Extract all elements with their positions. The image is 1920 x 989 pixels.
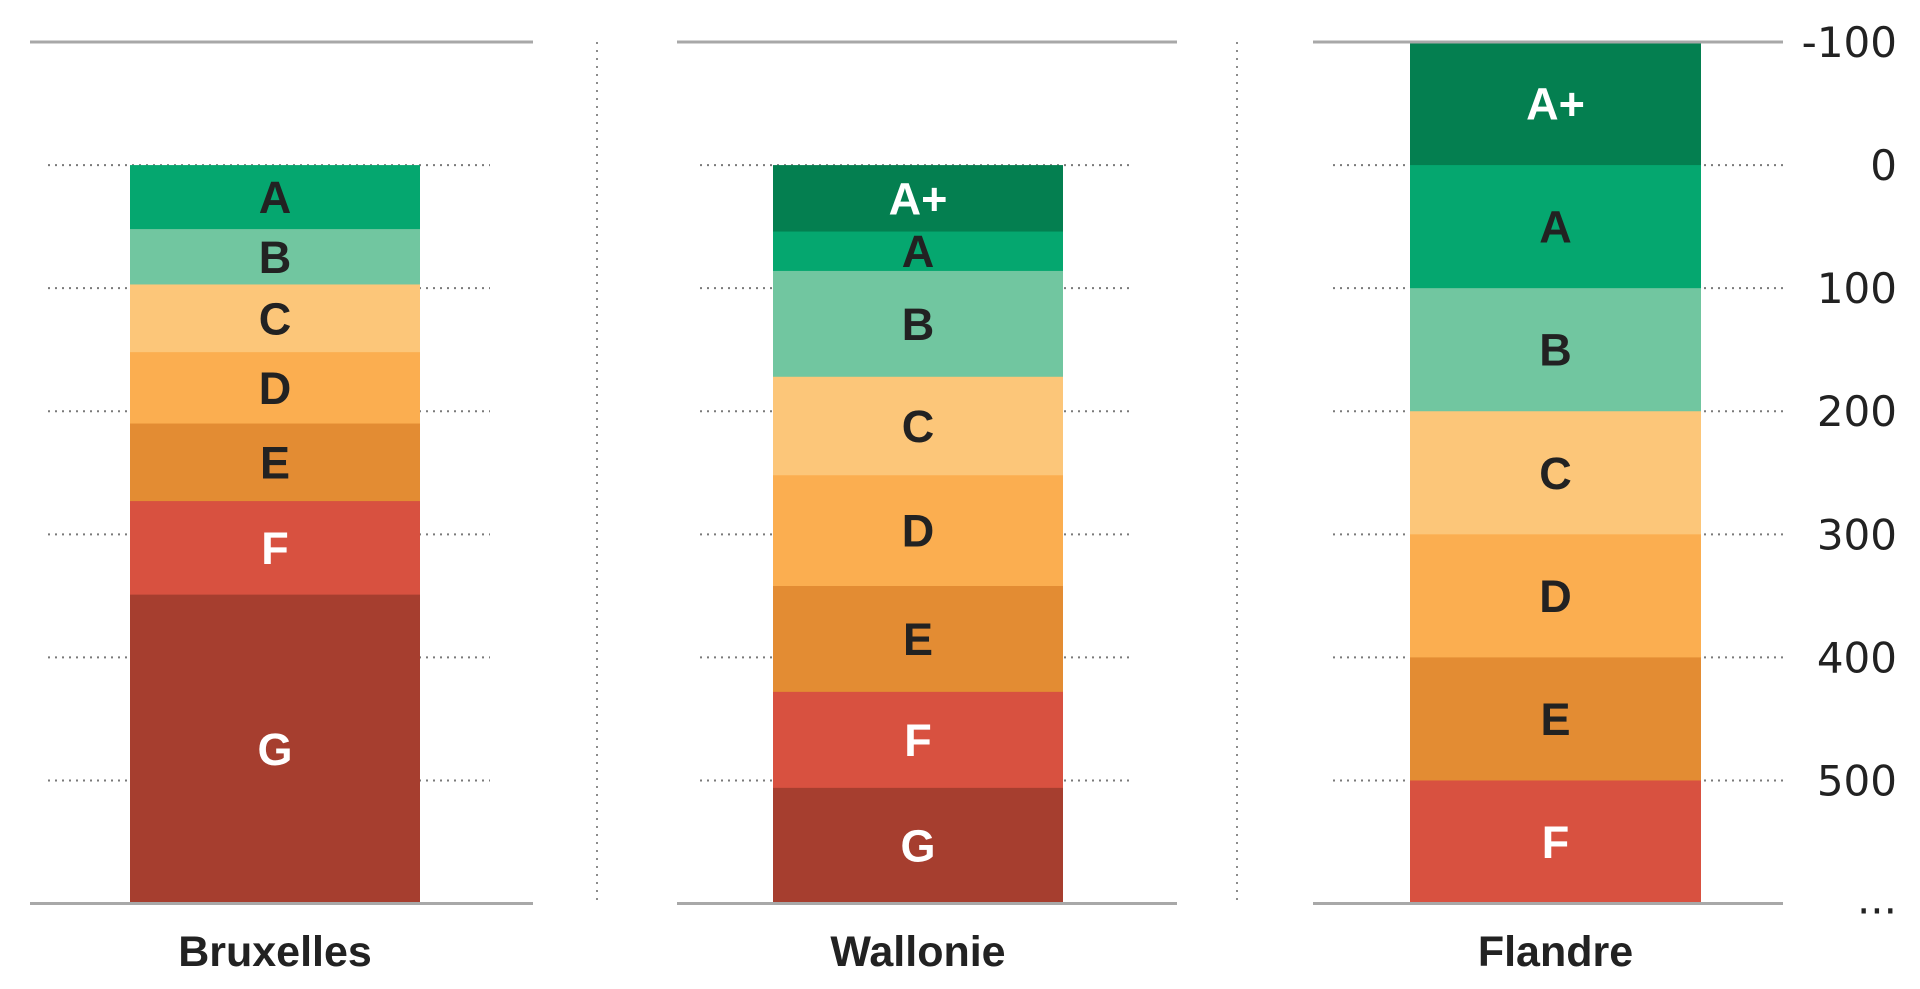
y-tick-label-100: 100 [1817, 264, 1897, 313]
bar-segment-wallonie-f [773, 691, 1063, 789]
y-tick-label-400: 400 [1817, 633, 1897, 682]
region-label-wallonie: Wallonie [830, 928, 1005, 976]
bar-segment-flandre-c [1410, 411, 1701, 535]
bar-segment-wallonie-d [773, 475, 1063, 587]
bar-segment-bruxelles-a [130, 165, 420, 230]
bar-segment-wallonie-c [773, 376, 1063, 476]
bar-segment-wallonie-g [773, 787, 1063, 905]
band-label-wallonie-a: A [902, 226, 935, 277]
band-label-flandre-e: E [1540, 694, 1570, 745]
band-label-bruxelles-d: D [259, 363, 292, 414]
band-label-bruxelles-a: A [259, 172, 292, 223]
bar-segment-wallonie-e [773, 586, 1063, 693]
bar-segment-wallonie-a [773, 231, 1063, 272]
y-tick-label--100: -100 [1802, 18, 1897, 67]
bar-segment-wallonie-b [773, 270, 1063, 378]
bar-segment-bruxelles-c [130, 284, 420, 353]
region-label-flandre: Flandre [1478, 928, 1633, 976]
bar-segment-flandre-b [1410, 288, 1701, 412]
band-label-wallonie-g: G [900, 821, 935, 872]
bar-segment-flandre-e [1410, 657, 1701, 781]
y-tick-overflow-label: ... [1857, 875, 1897, 924]
bar-segment-flandre-aplus [1410, 42, 1701, 166]
band-label-bruxelles-g: G [257, 724, 292, 775]
band-label-flandre-c: C [1539, 448, 1572, 499]
region-label-bruxelles: Bruxelles [178, 928, 372, 976]
bar-segment-wallonie-aplus [773, 165, 1063, 233]
bar-segment-bruxelles-f [130, 501, 420, 596]
bar-segment-flandre-d [1410, 534, 1701, 658]
bar-segment-bruxelles-g [130, 594, 420, 905]
y-tick-label-300: 300 [1817, 510, 1897, 559]
band-label-flandre-b: B [1539, 325, 1572, 376]
bar-segment-bruxelles-d [130, 352, 420, 425]
y-tick-label-500: 500 [1817, 756, 1897, 805]
band-label-flandre-f: F [1542, 817, 1570, 868]
y-tick-label-0: 0 [1870, 141, 1897, 190]
band-label-flandre-a: A [1539, 202, 1572, 253]
band-label-wallonie-d: D [902, 506, 935, 557]
bars [130, 42, 1701, 905]
band-label-bruxelles-f: F [261, 523, 289, 574]
bar-segment-bruxelles-b [130, 229, 420, 285]
band-label-wallonie-e: E [903, 614, 933, 665]
bar-segment-bruxelles-e [130, 423, 420, 502]
band-label-flandre-d: D [1539, 571, 1572, 622]
bar-segment-flandre-a [1410, 165, 1701, 289]
band-label-wallonie-c: C [902, 401, 935, 452]
panel-frames [30, 40, 1783, 906]
band-label-bruxelles-e: E [260, 437, 290, 488]
band-label-wallonie-f: F [904, 715, 932, 766]
bar-segment-flandre-f [1410, 780, 1701, 905]
band-label-bruxelles-b: B [259, 232, 292, 283]
band-label-flandre-aplus: A+ [1526, 79, 1585, 130]
band-label-wallonie-b: B [902, 299, 935, 350]
band-label-wallonie-aplus: A+ [889, 173, 948, 224]
band-label-bruxelles-c: C [259, 293, 292, 344]
y-tick-label-200: 200 [1817, 387, 1897, 436]
